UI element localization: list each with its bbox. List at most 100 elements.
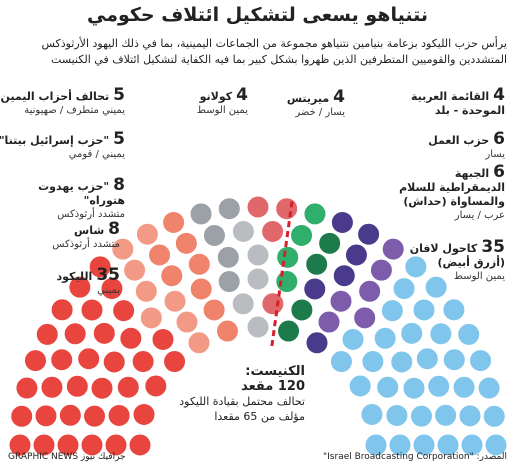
total-label: الكنيست:	[245, 364, 305, 379]
seat	[484, 433, 508, 457]
seat	[215, 319, 239, 343]
seat	[329, 350, 353, 374]
party-label: 5"حزب إسرائيل بيتنا" يميني / قومي	[0, 131, 125, 162]
party-name: الليكود	[56, 270, 93, 283]
party-name: كولانو	[199, 90, 233, 103]
total: 120 مقعد	[165, 379, 305, 394]
seat	[40, 375, 64, 399]
party-seats: 6	[493, 129, 505, 149]
seat	[80, 433, 104, 457]
seat	[412, 298, 436, 322]
seat	[277, 319, 301, 343]
seat	[135, 222, 159, 246]
party-name: حزب العمل	[428, 134, 490, 147]
seat	[187, 331, 211, 355]
seat	[358, 279, 382, 303]
seat	[246, 243, 270, 267]
seat	[148, 243, 172, 267]
seat	[134, 279, 158, 303]
seat	[404, 255, 428, 279]
seat	[83, 404, 107, 428]
party-label: 5تحالف أحزاب اليمين يميني متطرف / صهيونية	[0, 87, 125, 118]
seat	[32, 433, 56, 457]
party-name: ميريتس	[286, 92, 330, 105]
seat	[202, 298, 226, 322]
seat	[58, 403, 82, 427]
seat	[344, 243, 368, 267]
party-line: 4ميريتس	[217, 87, 345, 107]
party-description: يميني / قومي	[68, 149, 125, 160]
seat	[116, 375, 140, 399]
party-seats: 8	[108, 219, 120, 239]
party-name: تحالف أحزاب اليمين	[0, 90, 110, 103]
party-seats: 4	[333, 87, 345, 107]
seat	[50, 348, 74, 372]
seat	[357, 222, 381, 246]
party-seats: 4	[236, 85, 248, 105]
chart-title: نتنياهو يسعى لتشكيل ائتلاف حكومي	[86, 4, 429, 26]
seat	[305, 252, 329, 276]
seat	[364, 433, 388, 457]
party-description: عرب / يسار	[454, 210, 505, 221]
coalition-note: تحالف محتمل بقيادة الليكود مؤلف من 65 مق…	[179, 395, 305, 423]
seat	[151, 327, 175, 351]
party-name: "حزب يهدوت هتوراه"	[38, 180, 125, 207]
seat	[434, 403, 458, 427]
seat	[332, 264, 356, 288]
total-seats: 120	[277, 379, 305, 394]
seat	[373, 326, 397, 350]
party-seats: 6	[493, 162, 505, 182]
seat	[92, 321, 116, 345]
seat	[63, 322, 87, 346]
coalition-divider	[270, 197, 295, 347]
party-seats: 35	[96, 265, 120, 285]
seat	[290, 298, 314, 322]
seat	[415, 347, 439, 371]
seat	[189, 277, 213, 301]
party-label: 6حزب العمل يسار	[377, 129, 505, 162]
seat	[458, 404, 482, 428]
seat	[131, 350, 155, 374]
seat	[50, 298, 74, 322]
party-line: 4كولانو	[120, 85, 248, 105]
party-line: 35الليكود	[0, 265, 121, 285]
seat	[174, 231, 198, 255]
party-name: "حزب إسرائيل بيتنا"	[0, 134, 110, 147]
party-line: 5"حزب إسرائيل بيتنا"	[0, 131, 125, 148]
seat	[246, 267, 270, 291]
seat	[123, 258, 147, 282]
seat	[385, 403, 409, 427]
seat	[160, 264, 184, 288]
seat	[15, 376, 39, 400]
seat	[442, 298, 466, 322]
party-label: 8شاس متشدد أرثوذكس	[0, 219, 120, 252]
seat	[175, 310, 199, 334]
seat	[34, 404, 58, 428]
party-line: 8شاس	[0, 219, 120, 239]
source: المصدر: "Israel Broadcasting Corporation…	[323, 452, 507, 462]
party-seats: 35	[481, 237, 505, 257]
party-name: الجبهة الديمقراطية للسلام والمساواة (حدا…	[399, 167, 505, 208]
seat	[246, 315, 270, 339]
seat	[424, 275, 448, 299]
seat	[132, 402, 156, 426]
seat	[361, 350, 385, 374]
total-unit: مقعد	[241, 379, 274, 394]
party-label: 8"حزب يهدوت هتوراه" متشدد أرثوذكس	[0, 177, 125, 222]
party-name: القائمة العربية الموحدة - بلد	[410, 90, 505, 117]
seat	[162, 210, 186, 234]
party-label: 4ميريتس يسار / خضر	[217, 87, 345, 120]
seat	[139, 306, 163, 330]
seat	[427, 374, 451, 398]
seat	[452, 375, 476, 399]
seat	[8, 433, 32, 457]
seat	[290, 223, 314, 247]
seat	[202, 223, 226, 247]
party-label: 6الجبهة الديمقراطية للسلام والمساواة (حد…	[393, 162, 505, 223]
seat	[231, 292, 255, 316]
seat	[217, 197, 241, 221]
seat	[77, 347, 101, 371]
party-description: يميني متطرف / صهيونية	[24, 105, 125, 116]
seat	[187, 252, 211, 276]
seat	[348, 374, 372, 398]
